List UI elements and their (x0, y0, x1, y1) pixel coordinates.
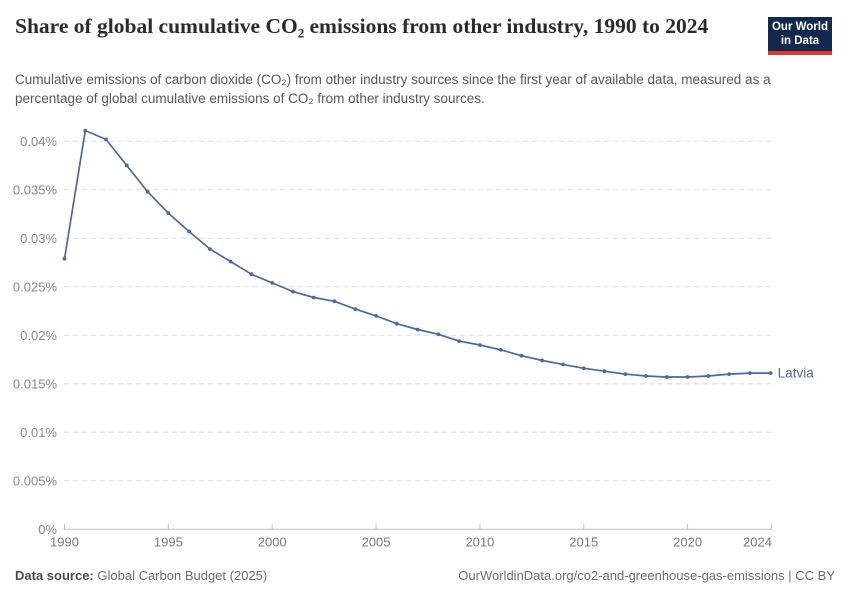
y-axis-tick-label: 0.015% (13, 376, 58, 391)
data-point-marker (311, 295, 316, 300)
data-source-value: Global Carbon Budget (2025) (97, 568, 268, 583)
data-point-marker (291, 289, 295, 294)
owid-logo-line2: in Data (780, 34, 820, 47)
y-axis-tick-label: 0.03% (20, 231, 57, 246)
y-axis-tick-label: 0% (38, 522, 57, 537)
y-axis-tick-label: 0.005% (13, 473, 58, 488)
data-point-marker (415, 327, 420, 332)
x-axis-tick-label: 1990 (50, 534, 79, 549)
data-point-marker (644, 374, 648, 378)
data-point-marker (83, 128, 88, 133)
x-axis-tick-label: 2020 (673, 534, 702, 549)
entity-line-end-label: Latvia (778, 366, 815, 381)
data-point-marker (62, 256, 67, 261)
x-axis-tick-label: 2015 (569, 534, 598, 549)
data-point-marker (104, 137, 108, 142)
owid-logo-line1: Our World (771, 21, 828, 33)
data-point-marker (540, 358, 545, 363)
data-source-note: Data source: Global Carbon Budget (2025) (15, 568, 267, 583)
data-point-marker (519, 353, 524, 358)
data-point-marker (228, 259, 233, 264)
y-axis-tick-label: 0.025% (13, 279, 58, 294)
data-point-marker (436, 332, 441, 337)
data-point-marker (581, 366, 586, 371)
x-axis-tick-label: 2005 (362, 534, 391, 549)
data-point-marker (561, 362, 565, 367)
data-point-marker (394, 321, 399, 326)
data-point-marker (208, 247, 212, 251)
x-axis-tick-label: 1995 (154, 534, 183, 549)
y-axis-tick-label: 0.02% (20, 328, 57, 343)
data-source-label: Data source: (15, 568, 98, 583)
data-point-marker (664, 375, 669, 379)
x-axis-tick-label: 2024 (743, 534, 772, 549)
data-point-marker (706, 374, 711, 378)
data-point-marker (145, 189, 150, 194)
y-axis-tick-label: 0.01% (20, 425, 57, 440)
data-point-marker (187, 229, 192, 234)
data-point-marker (748, 371, 752, 375)
data-point-marker (768, 371, 773, 375)
data-point-marker (124, 163, 129, 168)
data-point-marker (166, 211, 171, 216)
data-point-marker (623, 372, 628, 376)
data-point-marker (270, 281, 275, 285)
latvia-line-series (63, 129, 772, 378)
data-point-marker (498, 347, 503, 352)
data-point-marker (332, 299, 337, 304)
data-point-marker (374, 314, 378, 318)
x-axis-tick-label: 2000 (258, 534, 287, 549)
owid-logo: Our World in Data (768, 17, 832, 55)
page-title: Share of global cumulative CO₂ emissions… (15, 14, 709, 38)
data-point-marker (457, 339, 461, 343)
data-point-marker (685, 375, 690, 379)
data-point-marker (602, 369, 607, 374)
data-point-marker (727, 372, 731, 376)
chart-subtitle: Cumulative emissions of carbon dioxide (… (15, 72, 771, 106)
x-axis-tick-label: 2010 (465, 534, 494, 549)
data-point-marker (249, 272, 254, 277)
data-point-marker (353, 307, 358, 311)
data-point-marker (478, 343, 482, 347)
credit-link[interactable]: OurWorldinData.org/co2-and-greenhouse-ga… (458, 568, 835, 583)
y-axis-tick-label: 0.04% (20, 134, 57, 149)
y-axis-tick-label: 0.035% (13, 182, 58, 197)
